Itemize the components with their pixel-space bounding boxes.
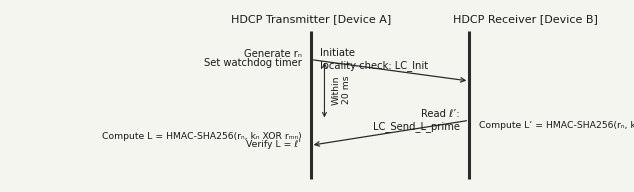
Text: HDCP Receiver [Device B]: HDCP Receiver [Device B] (453, 14, 598, 24)
Text: Read ℓ’:: Read ℓ’: (421, 108, 460, 118)
Text: Compute L = HMAC-SHA256(rₙ, kₙ XOR rₘₙ): Compute L = HMAC-SHA256(rₙ, kₙ XOR rₘₙ) (102, 132, 301, 141)
Text: HDCP Transmitter [Device A]: HDCP Transmitter [Device A] (231, 14, 391, 24)
Text: Initiate: Initiate (320, 48, 355, 58)
Text: Within
20 ms: Within 20 ms (332, 75, 351, 105)
Text: Compute L’ = HMAC-SHA256(rₙ, kₙ XOR rₘₙ): Compute L’ = HMAC-SHA256(rₙ, kₙ XOR rₘₙ) (479, 121, 634, 130)
Text: locality check: LC_Init: locality check: LC_Init (320, 60, 428, 71)
Text: Set watchdog timer: Set watchdog timer (204, 58, 301, 68)
Text: Verify L = ℓ’: Verify L = ℓ’ (247, 140, 301, 149)
Text: LC_Send_L_prime: LC_Send_L_prime (373, 121, 460, 132)
Text: Generate rₙ: Generate rₙ (243, 49, 301, 59)
